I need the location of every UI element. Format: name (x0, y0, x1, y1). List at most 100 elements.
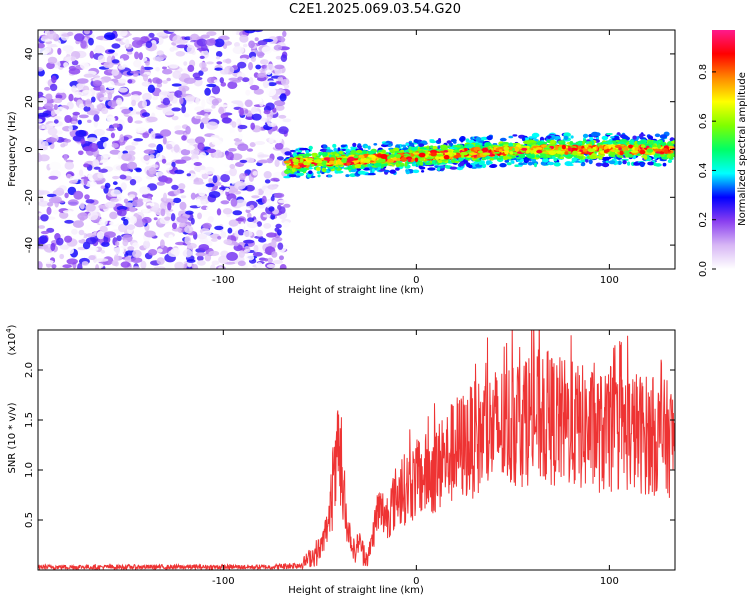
spectrogram-noise-mark (161, 158, 167, 164)
spectrogram-noise-mark (275, 55, 282, 60)
spectrogram-band-mark (474, 159, 481, 162)
spectrogram-noise-mark (186, 44, 195, 54)
spectrogram-noise-mark (172, 197, 182, 204)
spectrogram-band-mark (596, 155, 601, 159)
spectrogram-band-mark (298, 153, 306, 156)
spectrogram-band-mark (356, 145, 362, 149)
spectrogram-noise-mark (157, 248, 163, 253)
spectrogram-noise-mark (238, 133, 243, 140)
spectrogram-noise-mark (217, 236, 222, 240)
spectrogram-band-mark (292, 164, 300, 168)
spectrogram-band-mark (395, 167, 400, 171)
spectrogram-band-mark (561, 144, 567, 150)
spectrogram-noise-mark (85, 199, 95, 204)
spectrogram-noise-mark (153, 217, 158, 221)
spectrogram-noise-mark (162, 97, 171, 106)
spectrogram-band-mark (413, 139, 419, 143)
spectrogram-band-mark (314, 155, 321, 158)
spectrogram-noise-mark (61, 223, 71, 227)
spectrogram-noise-mark (196, 198, 201, 208)
spectrogram-band-mark (400, 149, 405, 152)
spectrogram-noise-mark (77, 263, 83, 269)
spectrogram-noise-mark (179, 96, 184, 105)
spectrogram-noise-mark (176, 44, 188, 49)
spectrogram-noise-mark (237, 229, 245, 236)
spectrogram-band-mark (639, 140, 645, 145)
spectrogram-noise-mark (234, 180, 247, 190)
spectrogram-noise-mark (53, 209, 59, 215)
spectrogram-noise-mark (112, 181, 118, 186)
spectrogram-noise-mark (74, 33, 85, 42)
spectrogram-band-mark (439, 156, 445, 160)
spectrogram-band-mark (601, 135, 609, 141)
spectrogram-noise-mark (234, 42, 240, 48)
spectrogram-band-mark (494, 151, 501, 154)
spectrogram-noise-mark (244, 30, 256, 34)
spectrogram-band-mark (547, 161, 555, 166)
spectrogram-noise-mark (62, 264, 72, 269)
spectrogram-noise-mark (64, 219, 74, 224)
spectrogram-noise-mark (258, 237, 267, 243)
spectrogram-band-mark (486, 135, 493, 141)
spectrogram-band-mark (437, 160, 443, 164)
spectrogram-noise-mark (261, 46, 273, 54)
spectrogram-noise-mark (267, 257, 273, 263)
snr-x-ticks: -100 0 100 (212, 330, 619, 587)
spectrogram-noise-mark (171, 107, 181, 112)
spectrogram-noise-mark (80, 40, 87, 49)
spectrogram-band-mark (400, 157, 408, 162)
spectrogram-noise-mark (140, 65, 145, 74)
spectrogram-x-label: Height of straight line (km) (288, 285, 424, 296)
spectrogram-band-mark (360, 158, 364, 163)
spectrogram-band-mark (419, 147, 427, 150)
spectrogram-noise-mark (206, 31, 217, 36)
spectrogram-noise-mark (164, 263, 172, 269)
spectrogram-noise-mark (77, 119, 82, 125)
spectrogram-band-mark (401, 144, 407, 147)
spectrogram-band-mark (666, 154, 671, 159)
spectrogram-band-mark (481, 147, 489, 152)
spectrogram-band-mark (410, 153, 415, 157)
spectrogram-noise-mark (160, 61, 171, 67)
spectrogram-noise-mark (110, 189, 122, 197)
spectrogram-band-mark (327, 174, 332, 178)
spectrogram-noise-mark (245, 89, 251, 96)
spectrogram-noise-mark (273, 192, 285, 199)
spectrogram-band-mark (648, 140, 652, 144)
spectrogram-noise-mark (220, 231, 227, 238)
spectrogram-band-mark (528, 136, 535, 139)
spectrogram-noise-mark (148, 32, 155, 38)
spectrogram-noise-mark (38, 154, 50, 162)
spectrogram-noise-mark (51, 264, 57, 269)
spectrogram-noise-mark (97, 55, 106, 63)
spectrogram-noise-mark (186, 138, 197, 144)
spectrogram-noise-mark (206, 61, 214, 65)
y-tick-label: 0 (24, 146, 35, 152)
spectrogram-band-mark (587, 148, 596, 153)
spectrogram-noise-mark (256, 221, 262, 227)
spectrogram-noise-mark (118, 223, 128, 233)
spectrogram-noise-mark (254, 141, 266, 145)
spectrogram-band-mark (668, 142, 673, 147)
spectrogram-noise-mark (185, 160, 196, 169)
spectrogram-noise-mark (86, 110, 99, 116)
spectrogram-noise-mark (68, 93, 74, 102)
spectrogram-noise-mark (118, 64, 126, 70)
spectrogram-band-mark (644, 143, 650, 147)
spectrogram-band-mark (499, 137, 507, 142)
spectrogram-noise-mark (261, 195, 267, 204)
spectrogram-noise-mark (162, 80, 168, 84)
spectrogram-noise-mark (121, 153, 132, 162)
spectrogram-noise-mark (231, 178, 236, 185)
spectrogram-noise-mark (110, 198, 119, 203)
spectrogram-band-mark (652, 148, 659, 152)
spectrogram-noise-mark (176, 215, 188, 223)
spectrogram-noise-mark (101, 107, 109, 115)
spectrogram-band-mark (523, 140, 531, 145)
spectrogram-noise-mark (252, 252, 263, 257)
spectrogram-band-mark (531, 132, 540, 138)
spectrogram-noise-mark (78, 114, 89, 119)
spectrogram-noise-mark (186, 173, 191, 177)
spectrogram-noise-mark (247, 217, 255, 222)
spectrogram-noise-mark (49, 83, 58, 92)
